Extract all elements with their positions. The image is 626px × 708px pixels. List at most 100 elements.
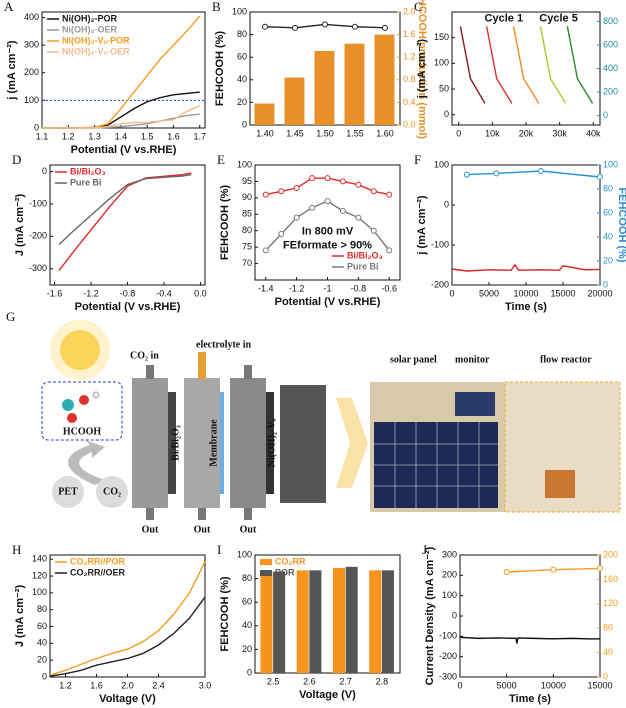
y2-tick-label: 200 xyxy=(603,86,618,96)
marker xyxy=(597,565,603,572)
outlet-label: Out xyxy=(142,524,159,535)
y2-tick-label: 0 xyxy=(603,110,608,120)
cathode-label: Bi/Bi₂O₃ xyxy=(170,425,181,460)
x-tick-label: 0 xyxy=(456,128,461,138)
chart: E -1.4 -1.2 -1 -0.8 -0.6 70 75 80 85 90 95 100 Potent… xyxy=(217,152,401,308)
x-tick-label: -1.2 xyxy=(289,283,305,293)
annotation: FEformate > 90% xyxy=(283,239,372,251)
plot-frame xyxy=(41,11,206,129)
flow-reactor xyxy=(545,470,575,498)
series-line xyxy=(42,91,200,129)
y-tick-label: 300 xyxy=(24,40,39,50)
chart: B 1.40 1.45 1.50 1.55 1.60 0 20 40 60 80 100 0.0 0.4 0… xyxy=(212,0,428,139)
marker xyxy=(339,208,346,214)
y2-tick-label: 40 xyxy=(603,647,613,657)
y2-tick-label: 100 xyxy=(603,159,618,169)
y-tick-label: 120 xyxy=(32,570,47,580)
y2-tick-label: 60 xyxy=(603,207,613,217)
x-tick-label: 1.6 xyxy=(167,131,180,141)
legend-label: Ni(OH)₂-POR xyxy=(62,13,117,23)
plot-frame xyxy=(459,554,601,678)
series-line xyxy=(466,170,601,178)
membrane-label: Membrane xyxy=(208,419,219,467)
x-tick-label: 1.5 xyxy=(141,131,154,141)
inlet xyxy=(244,365,252,379)
bar xyxy=(254,103,275,125)
x-axis-label: Potential (V vs.RHE) xyxy=(75,301,181,313)
anode-plate xyxy=(230,378,266,508)
y-tick-label: 0 xyxy=(444,109,449,119)
legend-label: Ni(OH)₂-OER xyxy=(62,24,117,34)
membrane-plate xyxy=(184,378,220,508)
feedstock-label: PET xyxy=(58,486,78,497)
y-tick-label: -200 xyxy=(431,279,449,289)
plot-frame xyxy=(451,11,601,126)
y-tick-label: 75 xyxy=(242,242,252,252)
y-axis-label: FEHCOOH (%) xyxy=(219,576,231,652)
y-tick-label: 90 xyxy=(242,192,252,202)
x-tick-label: -1.4 xyxy=(258,283,274,293)
y-tick-label: 200 xyxy=(24,67,39,77)
plot-frame xyxy=(451,164,601,286)
y-tick-label: 0 xyxy=(444,199,449,209)
x-axis-label: Potential (V vs.RHE) xyxy=(275,296,381,308)
y-tick-label: 400 xyxy=(24,12,39,22)
y2-tick-label: 80 xyxy=(603,623,613,633)
x-tick-label: -0.6 xyxy=(381,283,397,293)
co2-label: CO₂ xyxy=(103,486,121,497)
marker xyxy=(293,214,300,221)
co2-bubble xyxy=(96,476,128,508)
y-tick-label: 80 xyxy=(242,573,252,583)
y-axis-label: Current Density (mA cm⁻²) xyxy=(424,546,436,685)
y-tick-label: 60 xyxy=(237,52,247,62)
chart: H 1.2 1.6 2.0 2.4 3.0 0 20 40 60 80 100 120 140 Voltag… xyxy=(12,542,211,705)
x-tick-label: 1.6 xyxy=(90,680,103,690)
x-tick-label: 1.2 xyxy=(59,680,72,690)
photo-label: monitor xyxy=(455,354,490,365)
y2-tick-label: 0.8 xyxy=(403,74,416,84)
series-line xyxy=(539,26,567,104)
series-line xyxy=(512,26,540,104)
annotation: Cycle 1 xyxy=(485,13,524,25)
y2-tick-label: 2.0 xyxy=(403,6,416,16)
panel-label: G xyxy=(6,309,15,324)
legend-label: CO₂RR//OER xyxy=(70,567,126,577)
inlet xyxy=(146,365,154,379)
y-tick-label: 40 xyxy=(37,638,47,648)
y2-tick-label: 0.4 xyxy=(403,97,416,107)
membrane-layer xyxy=(220,392,224,494)
marker xyxy=(503,569,510,576)
y-axis-label: J (mA cm⁻²) xyxy=(14,585,26,648)
x-tick-label: 0 xyxy=(457,680,462,690)
sun-glow xyxy=(50,320,110,380)
series-line xyxy=(58,174,192,245)
bar xyxy=(345,566,358,673)
x-tick-label: 1.45 xyxy=(286,128,304,138)
y-tick-label: -200 xyxy=(29,231,47,241)
y-tick-label: -100 xyxy=(431,239,449,249)
flow-arrow xyxy=(336,398,368,488)
x-tick-label: -1.6 xyxy=(47,288,63,298)
series-line xyxy=(485,26,513,104)
marker xyxy=(597,174,603,180)
marker xyxy=(309,204,316,211)
marker xyxy=(355,214,362,221)
x-tick-label: 40k xyxy=(586,128,601,138)
y-tick-label: -300 xyxy=(29,263,47,273)
y2-tick-label: 600 xyxy=(603,39,618,49)
annotation: Cycle 5 xyxy=(539,13,578,25)
y2-tick-label: 200 xyxy=(603,549,618,559)
legend-label: CO₂RR xyxy=(275,556,306,566)
y-axis-label: j (mA cm⁻²) xyxy=(6,40,18,101)
outlet-label: Out xyxy=(194,524,211,535)
marker xyxy=(278,188,285,195)
marker xyxy=(278,231,285,237)
bar xyxy=(344,43,365,125)
x-tick-label: 1.55 xyxy=(346,128,364,138)
y-tick-label: 0 xyxy=(42,671,47,681)
chart: D -1.6 -1.2 -0.8 -0.4 0.0 -300 -200 -100 0 Potenti… xyxy=(12,152,207,313)
x-tick-label: -0.8 xyxy=(120,288,136,298)
y-axis-label: FEHCOOH (%) xyxy=(214,31,226,107)
